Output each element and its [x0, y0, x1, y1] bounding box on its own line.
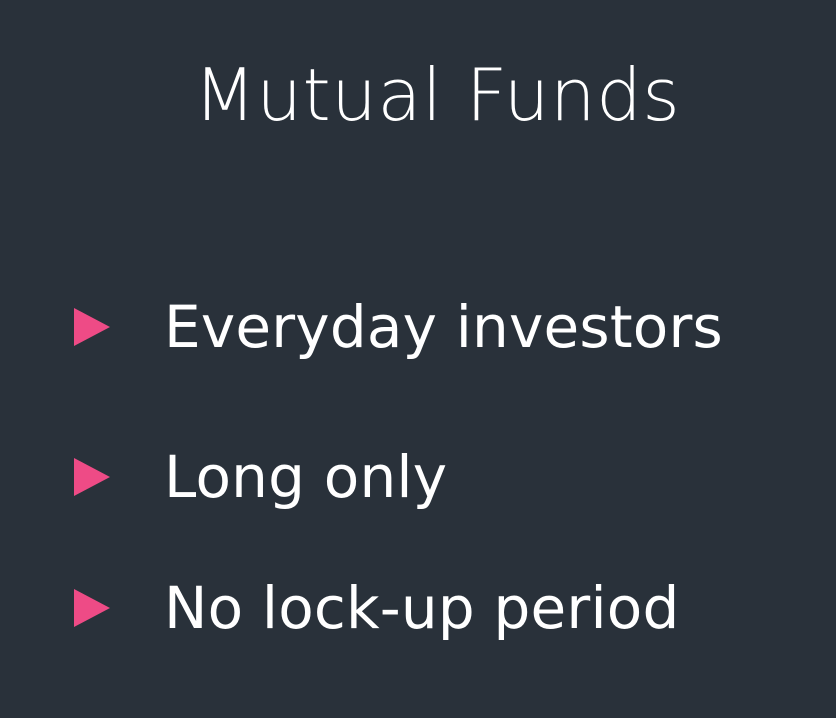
bullet-text: No lock-up period	[164, 574, 680, 642]
triangle-right-icon	[74, 308, 110, 346]
triangle-right-icon	[74, 458, 110, 496]
bullet-item: No lock-up period	[74, 573, 680, 643]
bullet-text: Long only	[164, 443, 448, 511]
slide-title: Mutual Funds	[193, 53, 681, 137]
bullet-item: Everyday investors	[74, 292, 723, 362]
bullet-item: Long only	[74, 442, 447, 512]
bullet-text: Everyday investors	[164, 293, 723, 361]
triangle-right-icon	[74, 589, 110, 627]
